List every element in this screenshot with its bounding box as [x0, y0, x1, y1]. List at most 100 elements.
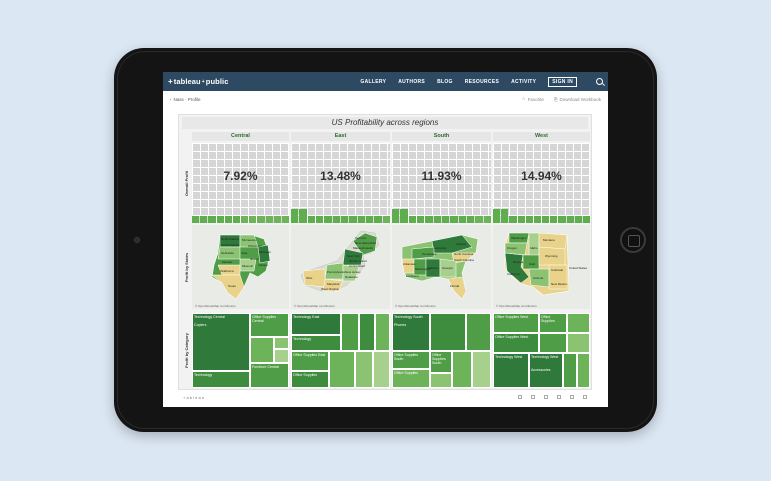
- treemap-south[interactable]: Technology South Phones Office Supplies …: [392, 313, 491, 388]
- map-west[interactable]: Washington Oregon Montana Idaho Wyoming …: [493, 225, 590, 309]
- treemap-tile[interactable]: Technology East: [291, 313, 341, 335]
- map-label: Alabama: [427, 266, 439, 270]
- map-east[interactable]: Vermont New Hampshire Massachusetts New …: [291, 225, 390, 309]
- tableau-public-logo[interactable]: + tableau + public: [168, 77, 228, 86]
- treemap-tile[interactable]: [466, 313, 491, 351]
- treemap-tile[interactable]: Technology: [192, 371, 250, 388]
- treemap-tile[interactable]: [567, 313, 590, 333]
- map-label: West Virginia: [321, 287, 339, 291]
- treemap-tile[interactable]: [274, 349, 289, 363]
- treemap-tile[interactable]: Office Supplies South: [430, 351, 452, 373]
- nav-authors[interactable]: AUTHORS: [398, 78, 426, 85]
- treemap-tile[interactable]: Office Supplies West: [493, 313, 539, 333]
- download-icon[interactable]: [570, 395, 574, 399]
- treemap-tile[interactable]: [452, 351, 472, 388]
- tableau-footer-brand[interactable]: + a b l e a u: [183, 394, 205, 400]
- signin-button[interactable]: SIGN IN: [548, 76, 577, 87]
- treemap-central[interactable]: Technology Central Copiers Technology Of…: [192, 313, 289, 388]
- treemap-west[interactable]: Office Supplies West Office Supplies Off…: [493, 313, 590, 388]
- treemap-tile[interactable]: Office Supplies West: [493, 333, 539, 353]
- home-button[interactable]: [620, 227, 646, 253]
- kpi-bar: [525, 216, 533, 223]
- map-label: North Carolina: [454, 252, 474, 256]
- nav-gallery[interactable]: GALLERY: [360, 78, 387, 85]
- treemap-tile[interactable]: [375, 313, 390, 351]
- treemap-east[interactable]: Technology East Technology Office Suppli…: [291, 313, 390, 388]
- kpi-cell-central[interactable]: 7.92%: [192, 143, 289, 223]
- download-icon: ⎘: [553, 96, 558, 102]
- redo-icon[interactable]: [531, 395, 535, 399]
- treemap-tile[interactable]: [359, 313, 375, 351]
- region-header-west: West: [493, 132, 590, 141]
- treemap-tile[interactable]: Technology: [291, 335, 341, 351]
- tile-label: Office Supplies: [394, 371, 419, 375]
- kpi-bar: [273, 216, 281, 223]
- tile-label: Office Supplies East: [293, 353, 326, 357]
- map-central[interactable]: North Dakota South Dakota Minnesota Wisc…: [192, 225, 289, 309]
- top-navbar: + tableau + public GALLERY AUTHORS BLOG …: [163, 72, 608, 91]
- map-label: South Carolina: [454, 258, 474, 262]
- treemap-tile[interactable]: [567, 333, 590, 353]
- map-label: Kansas: [222, 260, 233, 264]
- treemap-tile[interactable]: Technology West: [493, 353, 529, 388]
- treemap-tile[interactable]: [563, 353, 577, 388]
- treemap-tile[interactable]: Office Supplies East: [291, 351, 329, 371]
- treemap-tile[interactable]: [472, 351, 491, 388]
- map-label: Tennessee: [422, 252, 437, 256]
- map-south[interactable]: Virginia Kentucky Tennessee North Caroli…: [392, 225, 491, 309]
- treemap-tile[interactable]: [341, 313, 359, 351]
- row-label-text: Profit by Category: [184, 333, 190, 368]
- map-east-svg: Vermont New Hampshire Massachusetts New …: [300, 230, 380, 292]
- treemap-tile[interactable]: Technology West Accessories: [529, 353, 563, 388]
- map-label: Michigan: [259, 250, 271, 254]
- treemap-tile[interactable]: Office Supplies South: [392, 351, 430, 369]
- treemap-tile[interactable]: Office Supplies: [392, 369, 430, 388]
- treemap-tile[interactable]: Office Supplies: [539, 313, 567, 333]
- search-icon[interactable]: [596, 78, 603, 85]
- map-west-svg: Washington Oregon Montana Idaho Wyoming …: [504, 232, 588, 296]
- kpi-bar: [192, 216, 200, 223]
- treemap-tile[interactable]: [250, 337, 274, 363]
- kpi-bar: [307, 216, 315, 223]
- treemap-tile[interactable]: Furniture Central: [250, 363, 289, 388]
- fullscreen-icon[interactable]: [583, 395, 587, 399]
- treemap-tile[interactable]: Office Supplies: [291, 371, 329, 388]
- logo-text: tableau: [173, 77, 201, 86]
- nav-blog[interactable]: BLOG: [437, 78, 453, 85]
- tile-label: Office Supplies: [541, 315, 555, 324]
- treemap-tile[interactable]: Technology South Phones: [392, 313, 430, 351]
- map-credit: © OpenStreetMap contributors: [195, 304, 236, 308]
- download-workbook-button[interactable]: ⎘ Download Workbook: [554, 96, 601, 102]
- map-label: Florida: [450, 284, 460, 288]
- map-label: North Dakota: [221, 237, 239, 241]
- map-labels: Vermont New Hampshire Massachusetts New …: [306, 236, 377, 291]
- undo-icon[interactable]: [518, 395, 522, 399]
- favorite-button[interactable]: ☆ Favorite: [522, 96, 544, 102]
- treemap-tile[interactable]: Office Supplies Central: [250, 313, 289, 337]
- treemap-tile[interactable]: [539, 333, 567, 353]
- kpi-bar: [542, 216, 550, 223]
- treemap-tile[interactable]: [355, 351, 373, 388]
- kpi-cell-west[interactable]: 14.94%: [493, 143, 590, 223]
- map-label: Rhode Island: [349, 259, 367, 263]
- kpi-cell-east[interactable]: 13.48%: [291, 143, 390, 223]
- nav-activity[interactable]: ACTIVITY: [511, 78, 537, 85]
- kpi-bar: [425, 216, 433, 223]
- sub-header: ‹ Nass · Profile ☆ Favorite ⎘ Download Wor…: [163, 91, 608, 107]
- kpi-cell-south[interactable]: 11.93%: [392, 143, 491, 223]
- nav-links: GALLERY AUTHORS BLOG RESOURCES ACTIVITY …: [360, 76, 603, 87]
- treemap-tile[interactable]: Technology Central Copiers: [192, 313, 250, 371]
- treemap-tile[interactable]: [274, 337, 289, 349]
- share-icon[interactable]: [557, 395, 561, 399]
- treemap-tile[interactable]: [577, 353, 590, 388]
- nav-resources[interactable]: RESOURCES: [464, 78, 500, 85]
- treemap-tile[interactable]: [430, 313, 466, 351]
- treemap-tile[interactable]: [329, 351, 355, 388]
- dashboard-title: US Profitability across regions: [182, 117, 588, 129]
- tile-label: Office Supplies West: [495, 335, 529, 339]
- treemap-tile[interactable]: [373, 351, 390, 388]
- revert-icon[interactable]: [544, 395, 548, 399]
- back-link[interactable]: ‹ Nass · Profile: [170, 97, 201, 102]
- dashboard: US Profitability across regions Overall …: [178, 114, 592, 390]
- treemap-tile[interactable]: [430, 373, 452, 388]
